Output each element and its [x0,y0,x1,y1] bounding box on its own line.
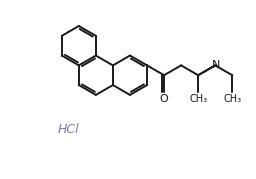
Text: HCl: HCl [58,123,80,136]
Text: N: N [212,60,220,70]
Text: O: O [160,94,168,104]
Text: CH₃: CH₃ [189,94,207,104]
Text: CH₃: CH₃ [223,94,241,104]
